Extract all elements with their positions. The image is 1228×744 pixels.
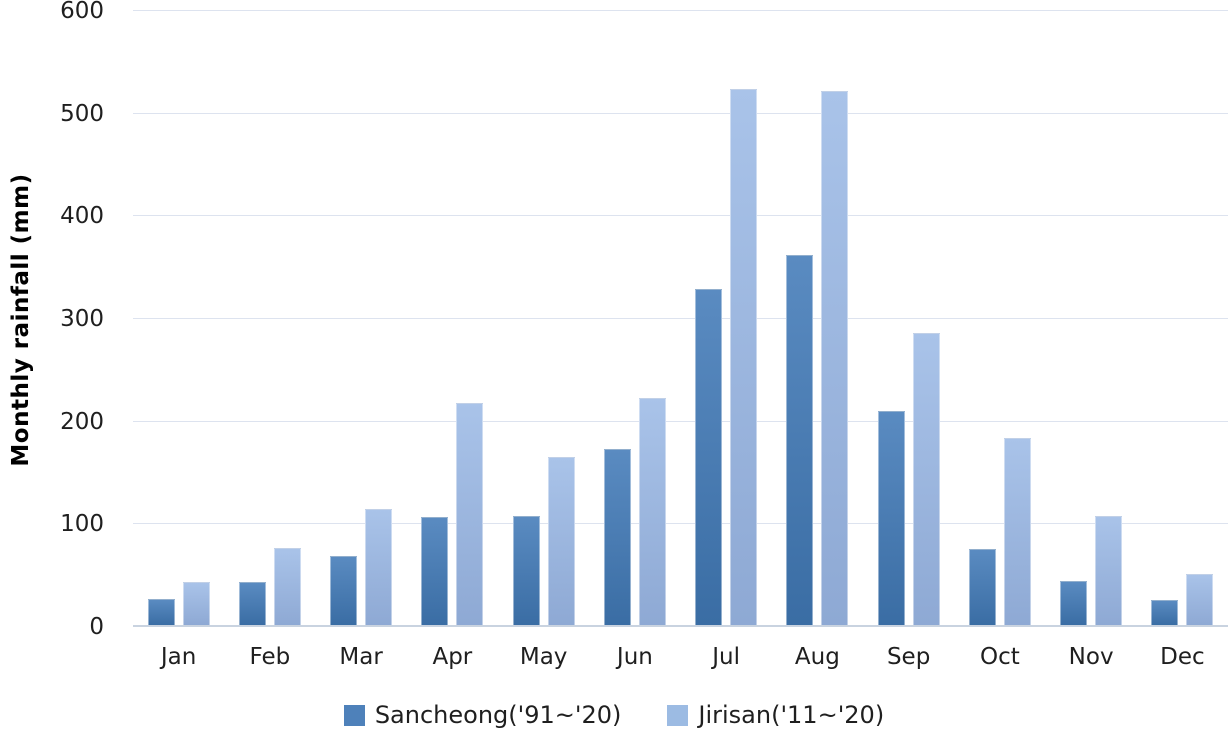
bar-jirisan-oct (1003, 438, 1031, 625)
bar-jirisan-feb (273, 548, 301, 625)
bar-group-jun (589, 0, 680, 625)
plot-area (133, 0, 1228, 627)
x-axis-line (133, 625, 1228, 627)
gridline (133, 112, 1228, 114)
bar-sancheong-jul (695, 289, 723, 625)
bar-jirisan-aug (821, 91, 849, 625)
bar-jirisan-sep (912, 333, 940, 625)
legend-swatch-icon (667, 704, 689, 726)
x-tick-label-mar: Mar (339, 644, 383, 670)
x-tick-label-oct: Oct (979, 644, 1020, 670)
bar-group-aug (772, 0, 863, 625)
legend-label: Jirisan('11~'20) (698, 701, 885, 729)
y-axis-ticks: 0 100 200 300 400 500 600 (0, 0, 104, 660)
y-tick-label: 100 (60, 511, 104, 538)
y-tick-label: 600 (60, 0, 104, 24)
x-tick-label-may: May (519, 644, 568, 670)
bar-group-apr (407, 0, 498, 625)
bar-jirisan-mar (365, 509, 393, 625)
bar-sancheong-feb (238, 581, 266, 625)
y-tick-label: 400 (60, 203, 104, 230)
y-tick-label: 200 (60, 408, 104, 435)
bar-sancheong-apr (421, 517, 449, 625)
bar-jirisan-dec (1186, 573, 1214, 625)
y-tick-label: 0 (89, 614, 104, 640)
x-tick-label-nov: Nov (1068, 644, 1114, 670)
bar-sancheong-mar (330, 556, 358, 625)
bar-sancheong-dec (1151, 600, 1179, 625)
bar-jirisan-jun (638, 398, 666, 625)
bar-jirisan-jan (182, 581, 210, 625)
legend-swatch-icon (343, 704, 365, 726)
x-tick-label-feb: Feb (249, 644, 291, 670)
bar-group-oct (954, 0, 1045, 625)
gridline (133, 10, 1228, 11)
bar-sancheong-sep (877, 411, 905, 625)
bar-group-mar (316, 0, 407, 625)
bar-jirisan-nov (1095, 516, 1123, 625)
bar-group-feb (224, 0, 315, 625)
bar-sancheong-nov (1060, 580, 1088, 625)
bar-group-nov (1046, 0, 1137, 625)
y-tick-label: 500 (60, 100, 104, 127)
bar-sancheong-may (512, 516, 540, 625)
x-tick-label-jun: Jun (616, 644, 653, 670)
gridline (133, 523, 1228, 525)
bar-group-sep (863, 0, 954, 625)
x-tick-label-jan: Jan (160, 644, 197, 670)
bar-group-jan (133, 0, 224, 625)
x-tick-label-apr: Apr (432, 644, 473, 670)
bar-jirisan-may (547, 456, 575, 625)
gridline (133, 215, 1228, 217)
gridline (133, 318, 1228, 319)
bar-sancheong-jan (147, 599, 175, 625)
legend: Sancheong('91~'20) Jirisan('11~'20) (0, 701, 1228, 729)
bar-group-dec (1137, 0, 1228, 625)
bar-group-may (498, 0, 589, 625)
gridline (133, 420, 1228, 422)
bar-sancheong-aug (786, 255, 814, 625)
x-tick-label-sep: Sep (886, 644, 931, 670)
y-tick-label: 300 (60, 306, 104, 332)
bar-group-jul (681, 0, 772, 625)
bar-jirisan-jul (730, 89, 758, 625)
legend-item-sancheong: Sancheong('91~'20) (343, 701, 622, 729)
x-tick-label-jul: Jul (712, 644, 740, 670)
x-tick-label-aug: Aug (794, 644, 840, 670)
x-tick-label-dec: Dec (1160, 644, 1205, 670)
bar-sancheong-jun (603, 449, 631, 625)
x-axis-labels: Jan Feb Mar Apr May Jun Jul Aug Sep Oct Nov Dec (133, 644, 1228, 674)
bar-jirisan-apr (456, 403, 484, 625)
legend-item-jirisan: Jirisan('11~'20) (667, 701, 884, 729)
bar-sancheong-oct (968, 549, 996, 625)
legend-label: Sancheong('91~'20) (374, 701, 622, 729)
